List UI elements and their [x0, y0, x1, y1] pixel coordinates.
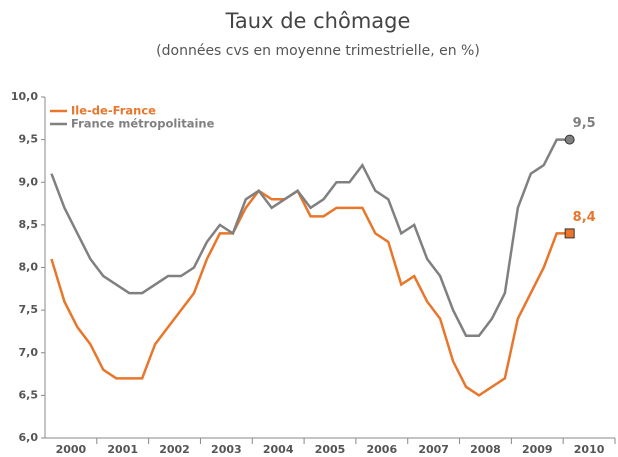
- x-tick-label: 2002: [159, 443, 190, 456]
- end-marker: [564, 228, 575, 239]
- y-tick-label: 8,0: [19, 261, 39, 274]
- y-tick-label: 6,5: [19, 388, 39, 401]
- x-tick-label: 2008: [470, 443, 501, 456]
- x-tick-label: 2010: [574, 443, 605, 456]
- x-tick-label: 2004: [263, 443, 294, 456]
- y-tick-label: 6,0: [19, 431, 39, 444]
- y-tick-label: 9,5: [19, 133, 39, 146]
- data-label: 8,4: [573, 210, 596, 225]
- series-line: [50, 188, 570, 397]
- y-tick-label: 7,0: [19, 346, 39, 359]
- x-tick-label: 2009: [522, 443, 553, 456]
- chart-title: Taux de chômage: [225, 9, 411, 33]
- x-tick-label: 2000: [56, 443, 87, 456]
- x-tick-label: 2003: [211, 443, 242, 456]
- y-tick-label: 9,0: [19, 175, 39, 188]
- legend-label: France métropolitaine: [71, 117, 215, 131]
- x-tick-label: 2001: [107, 443, 138, 456]
- x-tick-label: 2006: [367, 443, 398, 456]
- series-line: [50, 138, 570, 337]
- legend-label: Ile-de-France: [71, 104, 156, 118]
- data-label: 9,5: [573, 116, 596, 131]
- y-tick-label: 7,5: [19, 303, 39, 316]
- x-tick-label: 2005: [315, 443, 346, 456]
- chart-subtitle: (données cvs en moyenne trimestrielle, e…: [156, 43, 480, 59]
- end-marker: [564, 134, 575, 145]
- y-tick-label: 8,5: [19, 218, 39, 231]
- x-tick-label: 2007: [418, 443, 449, 456]
- y-tick-label: 10,0: [11, 90, 38, 103]
